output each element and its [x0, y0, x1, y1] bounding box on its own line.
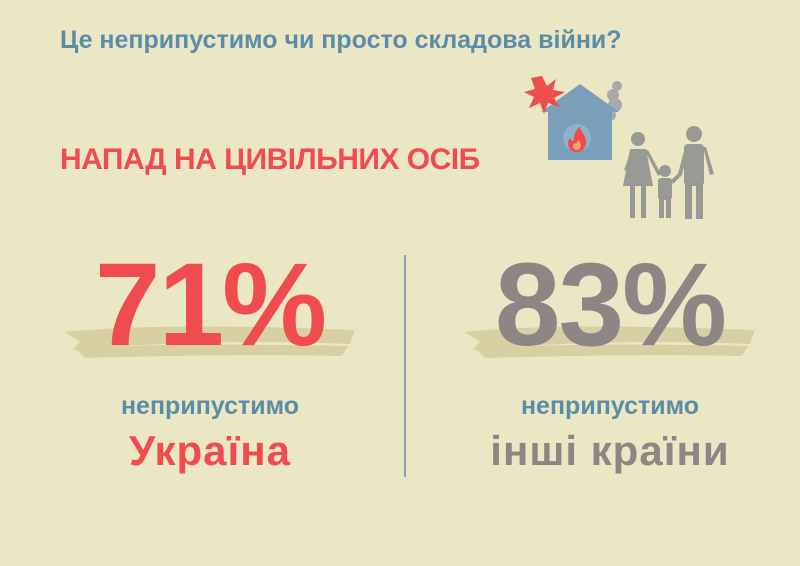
- fire-icon: [568, 126, 586, 152]
- stat-ukraine: 71% неприпустимо Україна: [40, 240, 380, 475]
- stat-group: Україна: [128, 427, 292, 474]
- percentage-value: 71%: [94, 239, 327, 371]
- stat-caption: неприпустимо: [120, 392, 300, 420]
- attack-illustration: [524, 76, 714, 219]
- stat-other-countries: 83% неприпустимо інші країни: [440, 240, 780, 475]
- brush-swash: [65, 326, 355, 358]
- category-heading: НАПАД НА ЦИВІЛЬНИХ ОСІБ: [60, 143, 480, 176]
- survey-question: Це неприпустимо чи просто складова війни…: [60, 26, 622, 54]
- family-icon: [623, 126, 714, 219]
- brush-swash: [465, 326, 755, 358]
- stat-caption: неприпустимо: [520, 392, 700, 420]
- divider: [404, 255, 406, 477]
- stat-group: інші країни: [490, 427, 730, 474]
- explosion-icon: [524, 76, 565, 114]
- percentage-value: 83%: [494, 239, 727, 371]
